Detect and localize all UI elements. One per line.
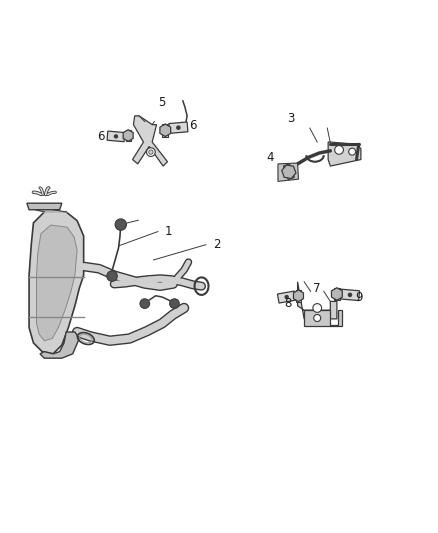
Polygon shape: [133, 116, 167, 166]
Circle shape: [349, 148, 356, 155]
Circle shape: [147, 148, 155, 157]
Polygon shape: [29, 212, 84, 354]
Circle shape: [177, 126, 180, 129]
Polygon shape: [36, 225, 77, 341]
Polygon shape: [296, 290, 301, 302]
Text: 4: 4: [267, 151, 274, 164]
Polygon shape: [40, 332, 79, 358]
Circle shape: [114, 135, 117, 138]
Text: 9: 9: [355, 290, 363, 304]
Circle shape: [170, 299, 179, 309]
Polygon shape: [297, 282, 337, 319]
Text: 5: 5: [159, 96, 166, 109]
Circle shape: [140, 299, 150, 309]
Polygon shape: [282, 165, 296, 179]
Text: 6: 6: [189, 119, 197, 132]
Circle shape: [107, 271, 117, 281]
Polygon shape: [123, 130, 133, 141]
Text: 8: 8: [284, 297, 292, 310]
Circle shape: [149, 150, 153, 154]
Polygon shape: [126, 130, 131, 141]
Polygon shape: [162, 124, 168, 136]
Text: 6: 6: [97, 130, 105, 143]
Polygon shape: [27, 203, 62, 210]
Polygon shape: [334, 288, 340, 300]
Polygon shape: [283, 164, 294, 180]
Polygon shape: [107, 131, 125, 142]
Text: 7: 7: [314, 282, 321, 295]
Polygon shape: [277, 291, 296, 303]
Circle shape: [285, 296, 288, 298]
Polygon shape: [304, 310, 342, 326]
Text: 1: 1: [165, 225, 173, 238]
Circle shape: [115, 219, 127, 230]
Polygon shape: [340, 289, 360, 301]
Polygon shape: [332, 288, 342, 300]
Circle shape: [313, 304, 321, 312]
Polygon shape: [169, 122, 188, 133]
Polygon shape: [160, 124, 171, 136]
Text: 3: 3: [287, 111, 295, 125]
Circle shape: [335, 146, 343, 154]
Polygon shape: [293, 290, 304, 302]
Polygon shape: [278, 163, 298, 181]
Circle shape: [348, 293, 352, 296]
Polygon shape: [328, 142, 361, 166]
Circle shape: [314, 314, 321, 321]
Text: 2: 2: [213, 238, 221, 251]
